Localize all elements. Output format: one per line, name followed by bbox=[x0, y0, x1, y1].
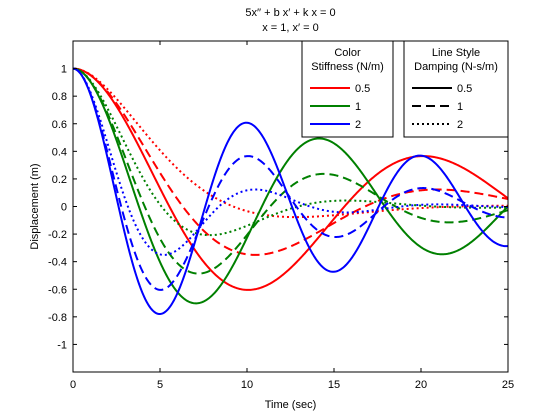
legend-entry-label: 0.5 bbox=[355, 83, 370, 95]
y-tick-label: 0.6 bbox=[52, 119, 67, 131]
chart-title-line: x = 1, x′ = 0 bbox=[262, 22, 318, 34]
x-tick-label: 10 bbox=[241, 379, 253, 391]
legend-title-line: Line Style bbox=[432, 47, 480, 59]
y-tick-label: -0.4 bbox=[48, 257, 67, 269]
chart-title: 5x′′ + b x′ + k x = 0 x = 1, x′ = 0 bbox=[245, 7, 335, 34]
y-tick-label: 0.8 bbox=[52, 91, 67, 103]
y-tick-label: 1 bbox=[61, 64, 67, 76]
series-line-k2-b1 bbox=[73, 67, 508, 291]
series-line-k0.5-b0.5 bbox=[73, 67, 508, 291]
y-axis-label: Displacement (m) bbox=[29, 163, 41, 249]
series-line-k2-b2 bbox=[73, 67, 508, 256]
y-tick-label: 0.4 bbox=[52, 146, 67, 158]
x-axis: 0 5 10 15 20 25 bbox=[70, 41, 514, 391]
legend-stiffness: Color Stiffness (N/m) 0.5 1 2 bbox=[301, 40, 394, 138]
x-tick-label: 0 bbox=[70, 379, 76, 391]
legend-title-line: Damping (N-s/m) bbox=[414, 61, 498, 73]
series-line-k2-b0.5 bbox=[73, 67, 508, 316]
x-tick-label: 5 bbox=[157, 379, 163, 391]
x-tick-label: 15 bbox=[328, 379, 340, 391]
x-tick-label: 25 bbox=[502, 379, 514, 391]
series-group bbox=[73, 67, 508, 316]
series-line-k1-b0.5 bbox=[73, 67, 508, 305]
legend-title-line: Stiffness (N/m) bbox=[311, 61, 384, 73]
legend-entry-label: 2 bbox=[457, 119, 463, 131]
y-tick-label: -0.8 bbox=[48, 312, 67, 324]
y-tick-label: -0.2 bbox=[48, 229, 67, 241]
y-axis: -1 -0.8 -0.6 -0.4 -0.2 0 0.2 0.4 0.6 0.8 1 bbox=[48, 64, 508, 351]
legend-entry-label: 1 bbox=[355, 101, 361, 113]
x-axis-label: Time (sec) bbox=[265, 399, 317, 411]
legend-entry-label: 1 bbox=[457, 101, 463, 113]
y-tick-label: -1 bbox=[57, 339, 67, 351]
legend-entry-label: 2 bbox=[355, 119, 361, 131]
legend-entry-label: 0.5 bbox=[457, 83, 472, 95]
y-tick-label: -0.6 bbox=[48, 284, 67, 296]
chart-title-line: 5x′′ + b x′ + k x = 0 bbox=[245, 7, 335, 19]
y-tick-label: 0 bbox=[61, 202, 67, 214]
y-tick-label: 0.2 bbox=[52, 174, 67, 186]
x-tick-label: 20 bbox=[415, 379, 427, 391]
series-line-k1-b1 bbox=[73, 67, 508, 275]
legend-damping: Line Style Damping (N-s/m) 0.5 1 2 bbox=[403, 40, 509, 138]
legend-title-line: Color bbox=[334, 47, 361, 59]
series-line-k1-b2 bbox=[73, 67, 508, 237]
